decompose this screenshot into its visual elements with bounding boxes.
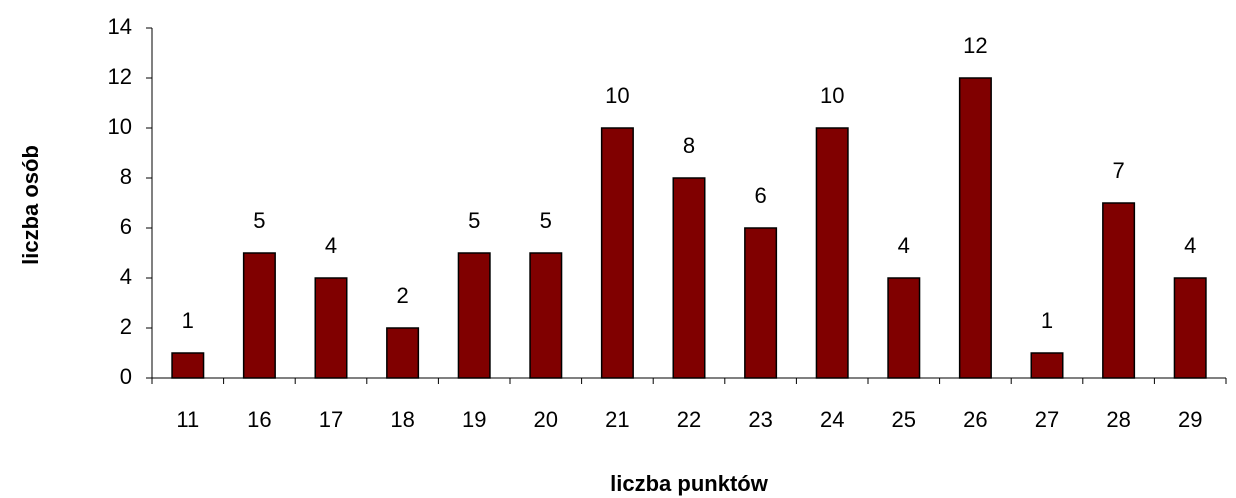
- bar: [887, 277, 921, 379]
- bar: [171, 352, 205, 379]
- bar: [242, 252, 276, 379]
- x-tick-label: 20: [534, 407, 558, 432]
- data-label: 1: [1041, 308, 1053, 333]
- data-label: 6: [754, 183, 766, 208]
- bar: [386, 327, 420, 379]
- x-tick-label: 19: [462, 407, 486, 432]
- data-label: 5: [468, 208, 480, 233]
- y-axis-title: liczba osób: [18, 145, 43, 265]
- data-label: 4: [1184, 233, 1196, 258]
- bar: [1102, 202, 1136, 379]
- data-label: 4: [898, 233, 910, 258]
- x-tick-label: 21: [605, 407, 629, 432]
- y-tick-label: 12: [108, 64, 132, 89]
- data-label: 5: [253, 208, 265, 233]
- x-tick-label: 16: [247, 407, 271, 432]
- bar: [672, 177, 706, 379]
- x-tick-label: 27: [1035, 407, 1059, 432]
- y-tick-label: 6: [120, 214, 132, 239]
- x-tick-label: 23: [748, 407, 772, 432]
- bar: [457, 252, 491, 379]
- bar: [1173, 277, 1207, 379]
- data-label: 5: [540, 208, 552, 233]
- data-label: 8: [683, 133, 695, 158]
- x-tick-label: 18: [390, 407, 414, 432]
- x-tick-label: 17: [319, 407, 343, 432]
- data-label: 2: [396, 283, 408, 308]
- bar: [600, 127, 634, 379]
- x-tick-label: 22: [677, 407, 701, 432]
- data-label: 1: [182, 308, 194, 333]
- bar: [314, 277, 348, 379]
- x-tick-label: 29: [1178, 407, 1202, 432]
- bar: [1030, 352, 1064, 379]
- x-tick-label: 25: [892, 407, 916, 432]
- bar: [529, 252, 563, 379]
- data-label: 10: [605, 83, 629, 108]
- y-tick-label: 10: [108, 114, 132, 139]
- x-axis-title: liczba punktów: [610, 471, 769, 496]
- bar: [744, 227, 778, 379]
- x-tick-label: 28: [1106, 407, 1130, 432]
- x-tick-label: 11: [176, 407, 199, 432]
- data-label: 4: [325, 233, 337, 258]
- y-tick-label: 8: [120, 164, 132, 189]
- y-tick-label: 14: [108, 14, 132, 39]
- data-label: 12: [963, 33, 987, 58]
- x-tick-label: 24: [820, 407, 844, 432]
- y-tick-label: 2: [120, 314, 132, 339]
- x-tick-label: 26: [963, 407, 987, 432]
- data-label: 7: [1112, 158, 1124, 183]
- bar: [958, 77, 992, 379]
- y-tick-label: 0: [120, 364, 132, 389]
- bar: [815, 127, 849, 379]
- y-tick-label: 4: [120, 264, 132, 289]
- data-label: 10: [820, 83, 844, 108]
